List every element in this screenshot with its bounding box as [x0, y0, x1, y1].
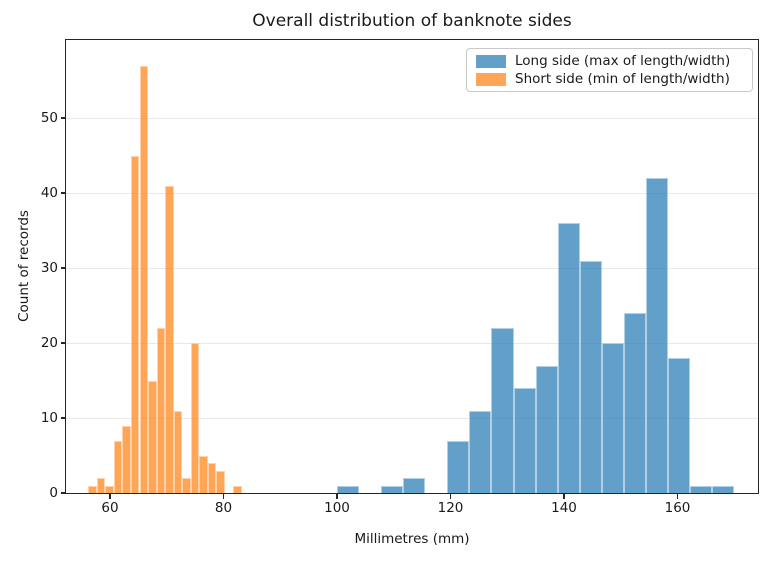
legend: Long side (max of length/width) Short sid…	[466, 48, 753, 92]
legend-item: Long side (max of length/width)	[476, 53, 743, 69]
x-tick	[109, 494, 111, 499]
x-tick-label: 60	[101, 500, 119, 516]
histogram-bar	[113, 440, 123, 493]
legend-swatch	[476, 54, 506, 68]
legend-label: Short side (min of length/width)	[515, 71, 730, 87]
histogram-bar	[557, 223, 580, 493]
x-tick-label: 160	[664, 500, 691, 516]
y-tick	[60, 267, 65, 269]
histogram-bar	[623, 313, 646, 493]
histogram-bar	[447, 440, 470, 493]
histogram-bar	[337, 485, 360, 493]
x-tick	[449, 494, 452, 499]
x-tick-label: 120	[437, 500, 464, 516]
y-tick-label: 10	[40, 410, 58, 426]
histogram-bar	[105, 485, 114, 493]
gridline	[66, 192, 758, 194]
gridline	[66, 342, 758, 344]
y-tick-label: 20	[40, 335, 58, 351]
histogram-bar	[403, 478, 426, 493]
histogram-bar	[148, 380, 157, 493]
x-tick	[222, 494, 225, 499]
histogram-bar	[207, 463, 217, 493]
histogram-bar	[535, 365, 558, 493]
histogram-bar	[513, 388, 536, 493]
y-tick	[60, 417, 65, 419]
histogram-bar	[165, 185, 174, 493]
y-tick-label: 30	[40, 260, 58, 276]
histogram-bar	[668, 358, 691, 493]
histogram-bar	[130, 155, 140, 493]
y-tick-label: 40	[40, 185, 58, 201]
histogram-bar	[190, 343, 200, 493]
legend-item: Short side (min of length/width)	[476, 71, 743, 87]
histogram-bar	[690, 485, 713, 493]
histogram-bar	[182, 478, 191, 493]
y-tick-label: 50	[40, 110, 58, 126]
legend-swatch	[476, 72, 506, 86]
histogram-bar	[381, 485, 404, 493]
y-tick	[60, 192, 65, 194]
y-axis-label: Count of records	[16, 210, 32, 322]
gridline	[66, 117, 758, 119]
y-tick	[60, 492, 65, 494]
y-tick	[60, 117, 65, 119]
chart-title: Overall distribution of banknote sides	[252, 11, 572, 31]
y-tick-label: 0	[49, 485, 58, 501]
histogram-bar	[712, 485, 735, 493]
histogram-bar	[88, 485, 97, 493]
histogram-bar	[233, 485, 242, 493]
x-tick-label: 80	[214, 500, 233, 516]
x-tick	[336, 494, 338, 499]
histogram-bar	[645, 178, 669, 493]
histogram-bar	[469, 410, 492, 493]
histogram-bar	[122, 425, 131, 493]
histogram-bar	[173, 410, 183, 493]
x-tick	[676, 494, 679, 499]
histogram-bar	[579, 260, 602, 493]
y-tick	[60, 342, 65, 344]
plot-border	[65, 39, 759, 494]
histogram-bar	[199, 455, 208, 493]
histogram-bar	[156, 328, 166, 493]
histogram-bar	[96, 478, 106, 493]
x-tick	[563, 494, 565, 499]
histogram-bar	[139, 65, 148, 493]
x-tick-label: 100	[324, 500, 350, 516]
histogram-bar	[601, 343, 624, 493]
histogram-bar	[491, 328, 514, 493]
legend-label: Long side (max of length/width)	[515, 53, 731, 69]
x-tick-label: 140	[551, 500, 577, 516]
histogram-bar	[216, 470, 225, 493]
gridline	[66, 417, 758, 419]
x-axis-label: Millimetres (mm)	[354, 531, 470, 547]
gridline	[66, 267, 758, 269]
